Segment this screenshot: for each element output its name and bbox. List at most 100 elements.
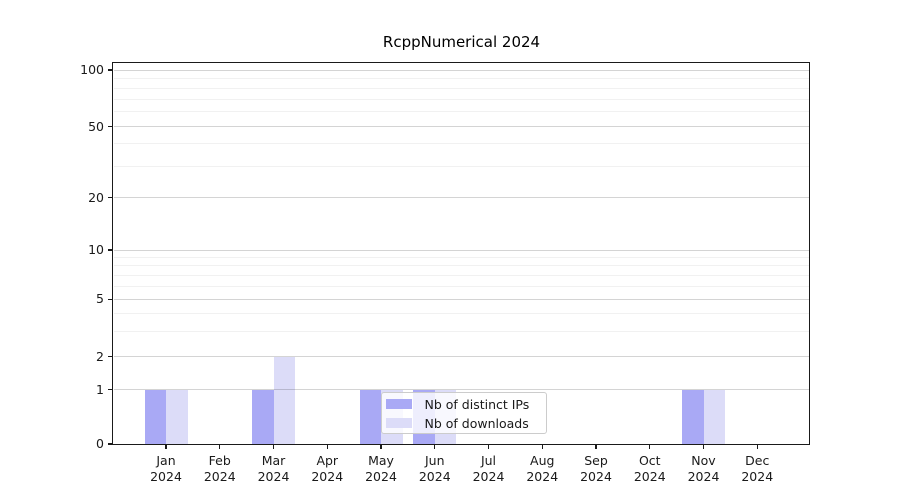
x-tick-month: Jun xyxy=(424,453,445,468)
x-tick-year: 2024 xyxy=(150,469,182,484)
gridline-minor xyxy=(113,265,809,267)
x-tick-mark xyxy=(702,444,705,449)
gridline-minor xyxy=(113,256,809,258)
x-tick-label: Apr 2024 xyxy=(297,453,357,485)
x-tick-label: Mar 2024 xyxy=(244,453,304,485)
x-tick-year: 2024 xyxy=(418,469,451,484)
y-tick-label: 100 xyxy=(80,62,104,77)
x-tick-label: Aug 2024 xyxy=(512,453,572,485)
x-tick-year: 2024 xyxy=(687,469,720,484)
y-tick-label: 5 xyxy=(96,291,104,307)
legend-item-distinct-ips: Nb of distinct IPs xyxy=(385,395,546,414)
x-tick-year: 2024 xyxy=(365,469,397,484)
x-tick-month: Dec xyxy=(745,453,770,468)
x-tick-label: Oct 2024 xyxy=(620,453,680,485)
x-tick-month: Feb xyxy=(208,453,231,468)
x-tick-mark xyxy=(380,444,382,449)
y-tick-label: 20 xyxy=(88,189,104,205)
gridline-minor xyxy=(113,87,809,89)
x-tick-label: Jun 2024 xyxy=(405,453,465,485)
x-tick-month: Apr xyxy=(316,453,339,468)
x-tick-month: Sep xyxy=(584,453,608,468)
x-tick-mark xyxy=(219,444,221,449)
y-tick-mark xyxy=(108,249,113,251)
legend-swatch-distinct-ips xyxy=(385,399,412,409)
gridline-major xyxy=(113,69,809,71)
gridline-minor xyxy=(113,111,809,113)
x-tick-month: Jan xyxy=(156,453,176,468)
gridline-major xyxy=(113,298,809,300)
x-tick-mark xyxy=(541,444,543,449)
y-tick-label: 2 xyxy=(96,348,104,364)
bar-distinct-ips xyxy=(682,389,704,444)
legend-item-downloads: Nb of downloads xyxy=(385,414,546,433)
x-tick-year: 2024 xyxy=(257,469,290,484)
x-tick-year: 2024 xyxy=(472,469,505,484)
x-tick-label: Dec 2024 xyxy=(727,453,787,485)
gridline-major xyxy=(113,126,809,128)
legend-label-downloads: Nb of downloads xyxy=(424,415,529,431)
x-tick-month: Jul xyxy=(480,453,497,468)
plot-frame xyxy=(112,62,810,445)
gridline-minor xyxy=(113,330,809,332)
chart-title: RcppNumerical 2024 xyxy=(382,33,541,51)
x-tick-label: Jul 2024 xyxy=(459,453,519,485)
x-tick-mark xyxy=(756,444,758,449)
x-tick-mark xyxy=(434,444,436,449)
y-tick-mark xyxy=(108,69,113,71)
y-tick-label: 1 xyxy=(96,381,104,397)
bar-distinct-ips xyxy=(252,389,274,444)
gridline-major xyxy=(113,249,809,251)
gridline-major xyxy=(113,389,809,390)
x-tick-year: 2024 xyxy=(526,469,559,484)
legend-label-distinct-ips: Nb of distinct IPs xyxy=(424,396,530,412)
x-tick-month: Aug xyxy=(530,453,555,468)
gridline-minor xyxy=(113,78,809,80)
y-tick-mark xyxy=(108,355,113,358)
gridline-major xyxy=(113,356,809,357)
gridline-minor xyxy=(113,285,809,287)
y-tick-mark xyxy=(108,388,113,391)
y-tick-mark xyxy=(108,298,113,300)
gridline-minor xyxy=(113,274,809,276)
x-tick-month: Oct xyxy=(638,453,661,468)
y-tick-mark xyxy=(108,197,113,199)
x-tick-year: 2024 xyxy=(311,469,344,484)
legend-swatch-downloads xyxy=(385,418,412,428)
x-tick-mark xyxy=(165,444,167,449)
x-tick-mark xyxy=(649,444,651,449)
x-tick-mark xyxy=(272,444,275,449)
y-tick-label: 0 xyxy=(96,436,104,451)
bar-distinct-ips xyxy=(144,389,166,444)
y-tick-label: 10 xyxy=(88,242,104,257)
x-tick-mark xyxy=(595,444,597,449)
bar-downloads xyxy=(273,356,295,444)
x-tick-mark xyxy=(326,444,328,449)
y-tick-mark xyxy=(108,126,113,128)
x-tick-label: Jan 2024 xyxy=(136,453,196,485)
gridline-minor xyxy=(113,98,809,100)
x-tick-year: 2024 xyxy=(741,469,774,484)
bar-distinct-ips xyxy=(359,389,381,444)
y-tick-mark xyxy=(108,443,113,445)
x-tick-month: Nov xyxy=(691,453,716,468)
x-tick-label: Nov 2024 xyxy=(674,453,734,485)
bar-downloads xyxy=(166,389,188,444)
x-tick-month: Mar xyxy=(261,453,286,468)
legend: Nb of distinct IPs Nb of downloads xyxy=(380,391,547,434)
y-tick-label: 50 xyxy=(88,118,104,134)
x-tick-year: 2024 xyxy=(633,469,666,484)
x-tick-label: May 2024 xyxy=(351,453,411,485)
x-tick-label: Feb 2024 xyxy=(190,453,250,485)
x-tick-month: May xyxy=(368,453,394,468)
gridline-major xyxy=(113,197,809,199)
x-tick-label: Sep 2024 xyxy=(566,453,626,485)
bar-downloads xyxy=(703,389,725,444)
gridline-minor xyxy=(113,165,809,167)
x-tick-year: 2024 xyxy=(203,469,236,484)
x-tick-year: 2024 xyxy=(580,469,612,484)
gridline-minor xyxy=(113,143,809,145)
x-tick-mark xyxy=(487,444,490,449)
gridline-minor xyxy=(113,312,809,314)
